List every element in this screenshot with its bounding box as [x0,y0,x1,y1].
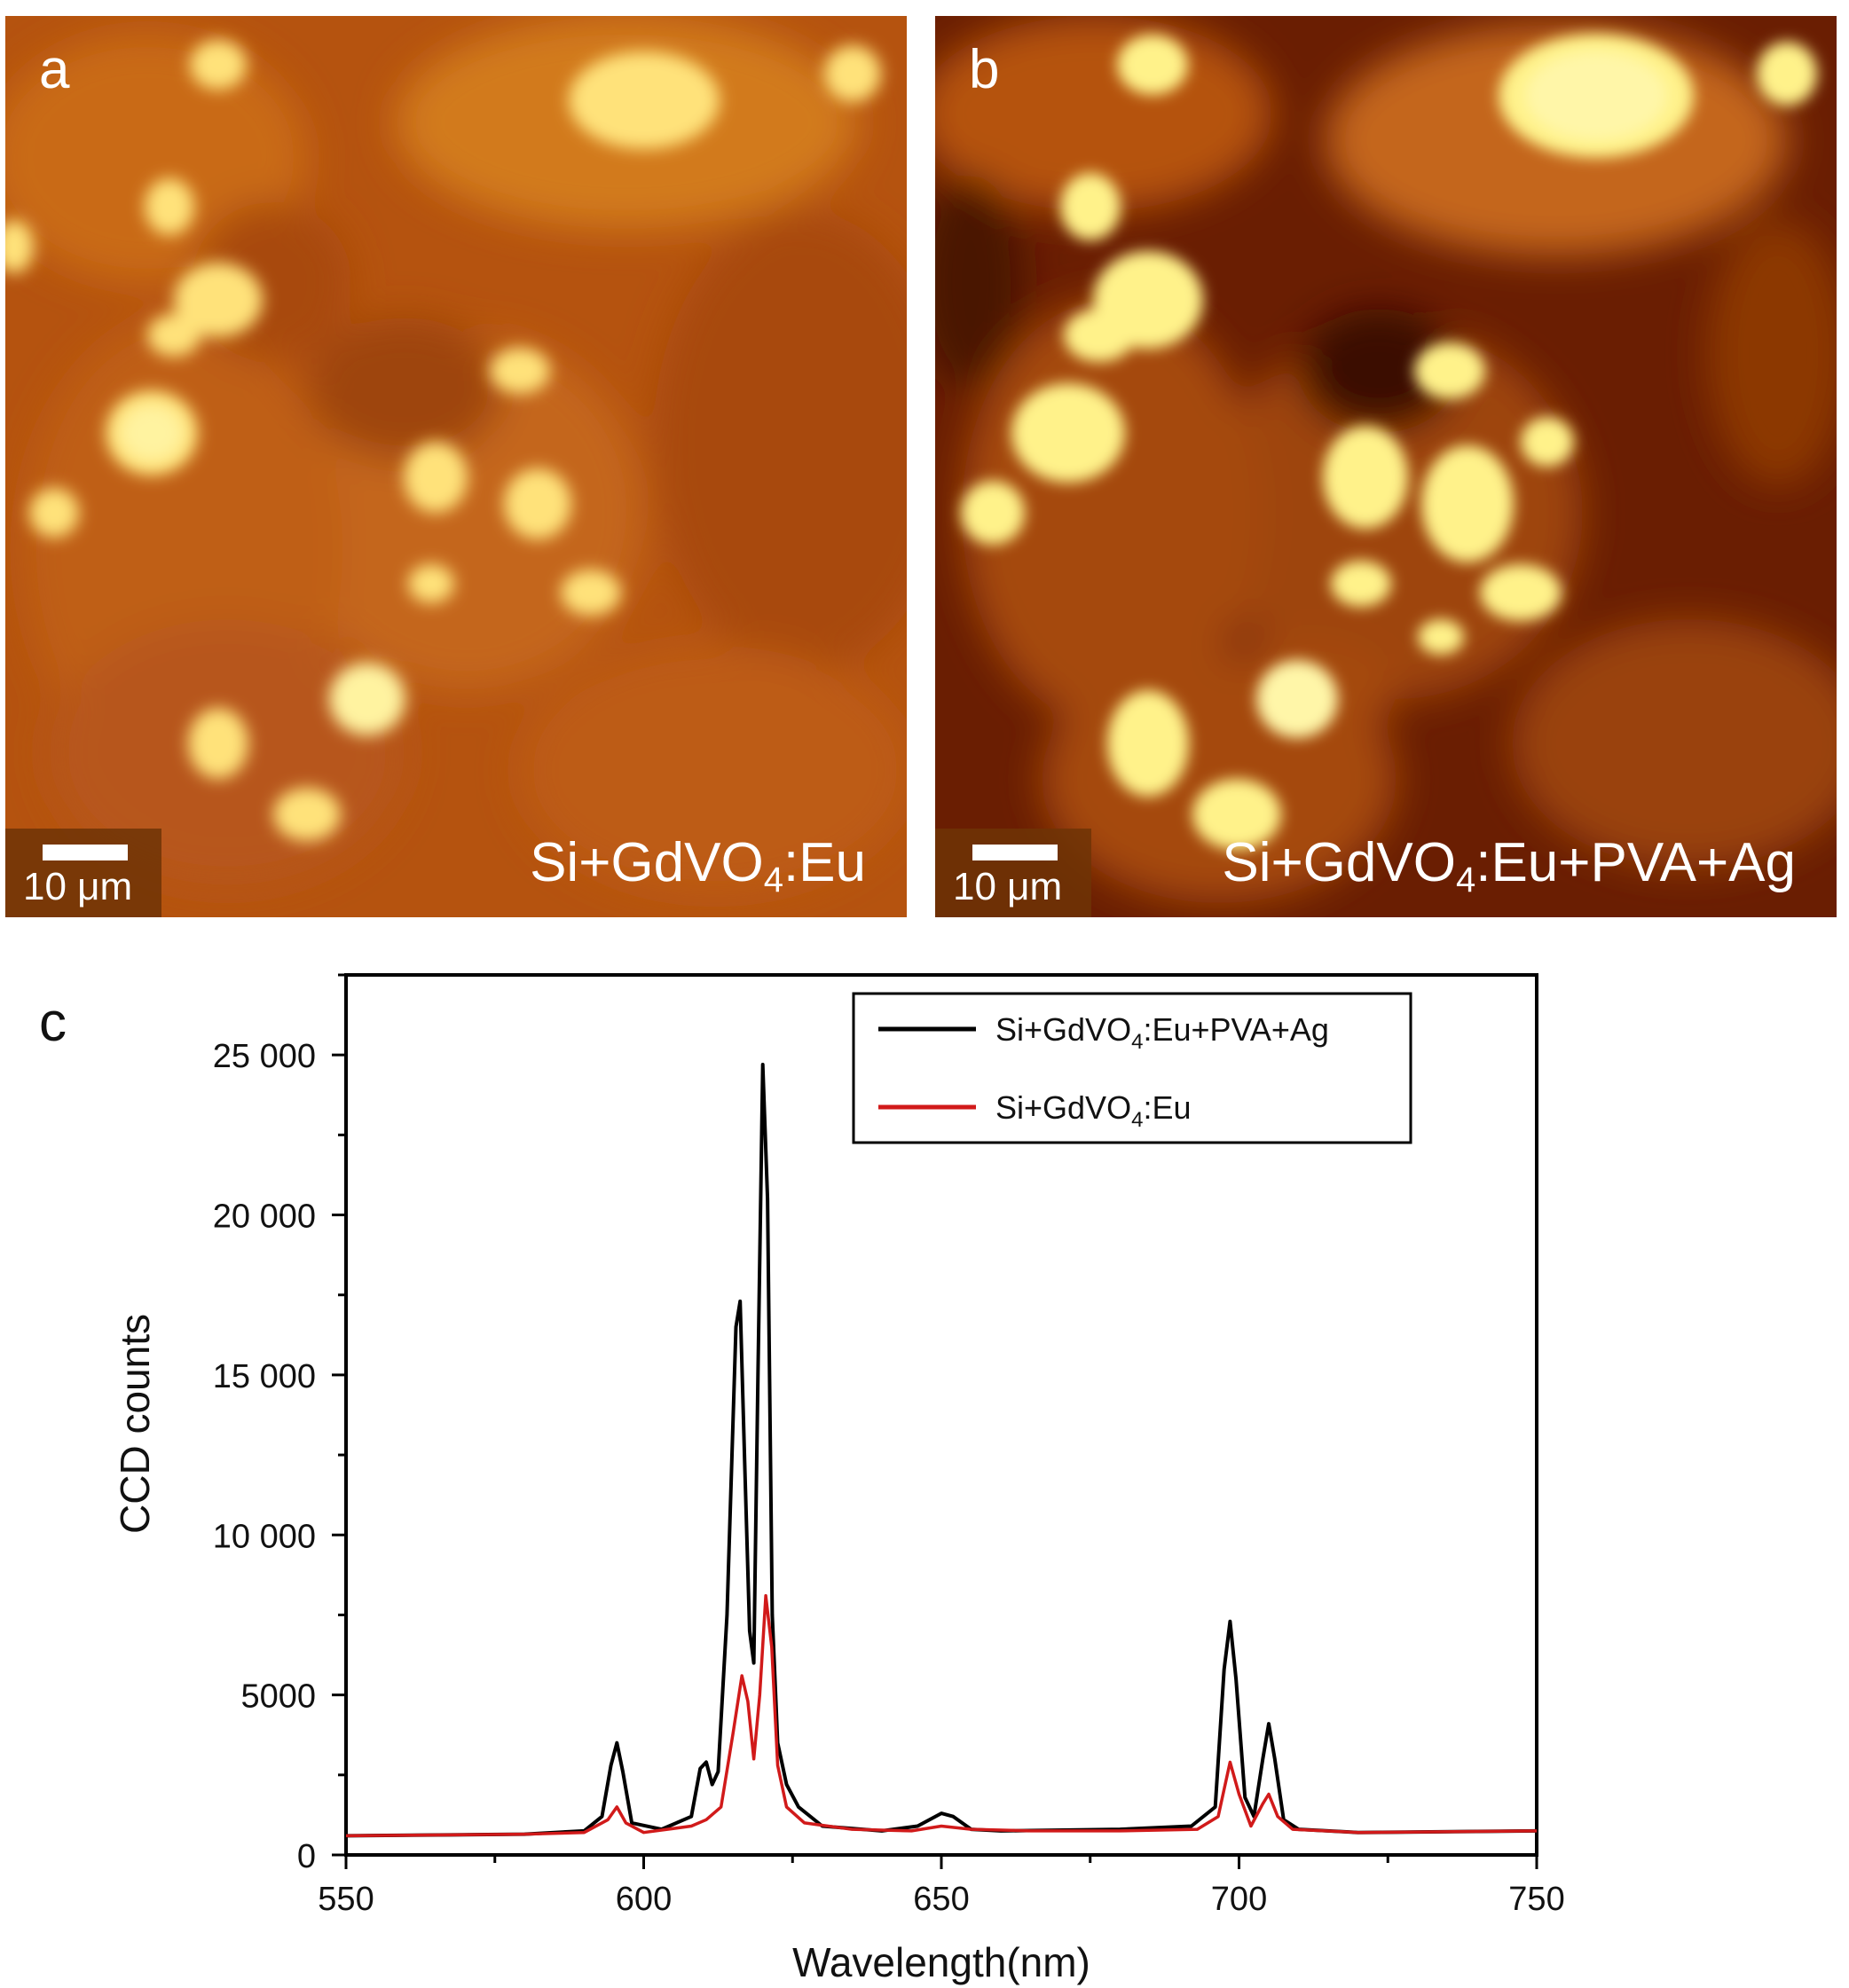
legend-box [852,992,1412,1144]
panel-a-image: a 10 μm Si+GdVO4:Eu [5,16,907,917]
scale-bar [43,845,128,860]
panel-b-letter: b [969,39,1000,100]
panel-a-letter: a [39,39,70,100]
y-tick-label: 15 000 [213,1358,316,1395]
spectrum-chart: 550 600 650 700 750 0 5000 10 000 15 000 20 000 25… [112,973,1565,1985]
legend-label: Si+GdVO4:Eu+PVA+Ag [995,1011,1329,1054]
fluorescence-map-b [935,16,1837,917]
y-axis-label: CCD counts [112,1314,158,1534]
scale-bar-label: 10 μm [23,865,133,908]
scale-bar-box: 10 μm [935,829,1091,917]
y-tick-label: 20 000 [213,1198,316,1236]
x-axis-label: Wavelength(nm) [792,1939,1090,1985]
y-tick-label: 25 000 [213,1038,316,1075]
panel-c-letter: c [39,992,67,1053]
scale-bar [972,845,1058,860]
x-tick-label: 750 [1508,1881,1564,1918]
scale-bar-box: 10 μm [5,829,161,917]
legend-label: Si+GdVO4:Eu [995,1089,1191,1132]
legend: Si+GdVO4:Eu+PVA+Ag Si+GdVO4:Eu [852,992,1412,1144]
x-tick-label: 650 [913,1881,969,1918]
x-tick-label: 700 [1211,1881,1267,1918]
scale-bar-label: 10 μm [953,865,1063,908]
sample-label-b: Si+GdVO4:Eu+PVA+Ag [1222,832,1796,900]
series-line-plain [345,1594,1538,1838]
x-tick-label: 600 [616,1881,672,1918]
sample-label-a: Si+GdVO4:Eu [530,832,866,900]
x-tick-label: 550 [318,1881,374,1918]
fluorescence-map-a [5,16,907,917]
panel-b-image: b 10 μm Si+GdVO4:Eu+PVA+Ag [935,16,1837,917]
series-line-enhanced [345,1063,1538,1838]
y-tick-label: 0 [297,1838,316,1875]
y-tick-label: 10 000 [213,1518,316,1555]
y-tick-label: 5000 [240,1678,316,1716]
